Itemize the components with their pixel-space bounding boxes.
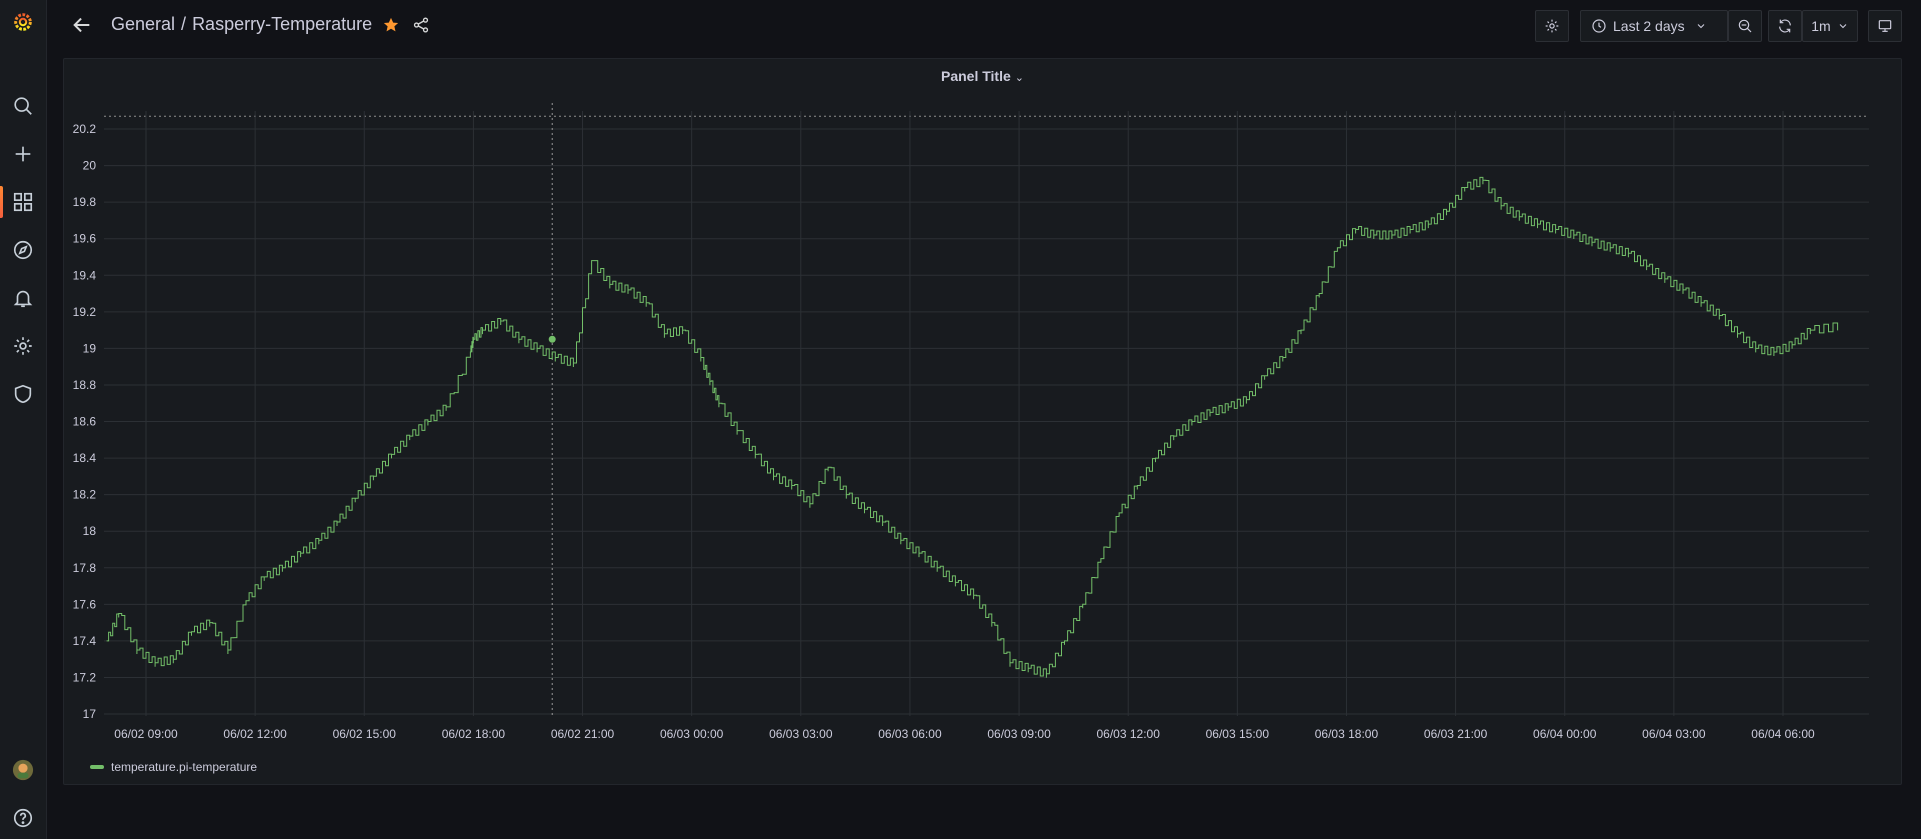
series-line <box>106 176 1839 678</box>
search-icon[interactable] <box>0 86 46 126</box>
legend-item-label[interactable]: temperature.pi-temperature <box>111 760 258 774</box>
y-tick-label: 17 <box>83 707 97 721</box>
clock-icon <box>1592 19 1606 33</box>
y-tick-label: 19.6 <box>73 232 97 246</box>
x-tick-label: 06/03 09:00 <box>987 727 1051 741</box>
y-tick-label: 18.8 <box>73 378 97 392</box>
x-tick-label: 06/03 12:00 <box>1096 727 1160 741</box>
time-range-label: Last 2 days <box>1613 18 1685 34</box>
y-tick-label: 19.4 <box>73 268 97 282</box>
star-icon[interactable] <box>382 16 400 34</box>
chart-series <box>106 176 1839 678</box>
x-tick-label: 06/03 00:00 <box>660 727 724 741</box>
y-tick-label: 18.4 <box>73 451 97 465</box>
x-axis: 06/02 09:00 06/02 12:00 06/02 15:00 06/02 1… <box>114 727 1815 741</box>
graph-panel: Panel Title ⌄ 17 17.2 17.4 17.6 17.8 18 18.2 18.… <box>63 58 1902 785</box>
y-tick-label: 20.2 <box>73 122 97 136</box>
x-tick-label: 06/03 03:00 <box>769 727 833 741</box>
dashboard-title[interactable]: Rasperry-Temperature <box>192 14 373 34</box>
x-tick-label: 06/02 12:00 <box>223 727 287 741</box>
y-tick-label: 17.2 <box>73 670 97 684</box>
y-tick-label: 19 <box>83 341 97 355</box>
x-tick-label: 06/04 06:00 <box>1751 727 1815 741</box>
grafana-logo-icon[interactable] <box>0 2 46 42</box>
breadcrumb-folder[interactable]: General <box>111 14 176 34</box>
zoom-out-button[interactable] <box>1728 10 1762 42</box>
x-tick-label: 06/04 00:00 <box>1533 727 1597 741</box>
legend[interactable]: temperature.pi-temperature <box>90 760 257 774</box>
panel-title[interactable]: Panel Title <box>941 68 1011 84</box>
panel-header[interactable]: Panel Title ⌄ <box>64 68 1901 84</box>
y-tick-label: 17.4 <box>73 634 97 648</box>
dashboards-icon[interactable] <box>0 182 46 222</box>
dashboard-navbar: General / Rasperry-Temperature Last 2 da… <box>47 0 1921 52</box>
dashboard-settings-button[interactable] <box>1535 10 1569 42</box>
refresh-interval-picker[interactable]: 1m <box>1802 10 1858 42</box>
y-tick-label: 18.2 <box>73 488 97 502</box>
y-tick-label: 17.6 <box>73 597 97 611</box>
y-tick-label: 19.8 <box>73 195 97 209</box>
avatar[interactable] <box>0 750 46 790</box>
y-tick-label: 19.2 <box>73 305 97 319</box>
refresh-interval-label: 1m <box>1811 18 1831 34</box>
y-tick-label: 20 <box>83 159 97 173</box>
help-icon[interactable] <box>0 798 46 838</box>
y-axis: 17 17.2 17.4 17.6 17.8 18 18.2 18.4 18.6 18.8 19 19… <box>73 122 97 721</box>
chevron-down-icon <box>1839 24 1847 29</box>
time-series-chart[interactable]: 17 17.2 17.4 17.6 17.8 18 18.2 18.4 18.6 18.8 19 19… <box>64 59 1901 784</box>
x-tick-label: 06/02 15:00 <box>333 727 397 741</box>
y-tick-label: 18 <box>83 524 97 538</box>
chevron-down-icon: ⌄ <box>1014 72 1024 84</box>
chart-grid <box>104 103 1869 716</box>
zoom-out-icon <box>1738 19 1752 33</box>
x-tick-label: 06/03 06:00 <box>878 727 942 741</box>
x-tick-label: 06/02 21:00 <box>551 727 615 741</box>
legend-swatch <box>90 765 104 769</box>
hover-point <box>548 335 556 343</box>
time-range-picker[interactable]: Last 2 days <box>1580 10 1728 42</box>
y-tick-label: 17.8 <box>73 561 97 575</box>
x-tick-label: 06/02 09:00 <box>114 727 178 741</box>
gear-icon <box>1545 19 1559 33</box>
back-arrow-icon[interactable] <box>69 12 95 38</box>
sidebar <box>0 0 47 839</box>
alerting-bell-icon[interactable] <box>0 278 46 318</box>
x-tick-label: 06/03 18:00 <box>1315 727 1379 741</box>
x-tick-label: 06/03 21:00 <box>1424 727 1488 741</box>
x-tick-label: 06/02 18:00 <box>442 727 506 741</box>
shield-icon[interactable] <box>0 374 46 414</box>
gear-icon[interactable] <box>0 326 46 366</box>
y-tick-label: 18.6 <box>73 415 97 429</box>
share-icon[interactable] <box>412 16 430 34</box>
monitor-icon <box>1878 20 1892 32</box>
x-tick-label: 06/03 15:00 <box>1206 727 1270 741</box>
plus-icon[interactable] <box>0 134 46 174</box>
explore-compass-icon[interactable] <box>0 230 46 270</box>
breadcrumb-separator: / <box>181 14 187 34</box>
chevron-down-icon <box>1697 24 1704 29</box>
refresh-icon <box>1779 19 1791 33</box>
refresh-button[interactable] <box>1768 10 1802 42</box>
tv-mode-button[interactable] <box>1868 10 1902 42</box>
x-tick-label: 06/04 03:00 <box>1642 727 1706 741</box>
breadcrumb: General / Rasperry-Temperature <box>111 14 430 35</box>
